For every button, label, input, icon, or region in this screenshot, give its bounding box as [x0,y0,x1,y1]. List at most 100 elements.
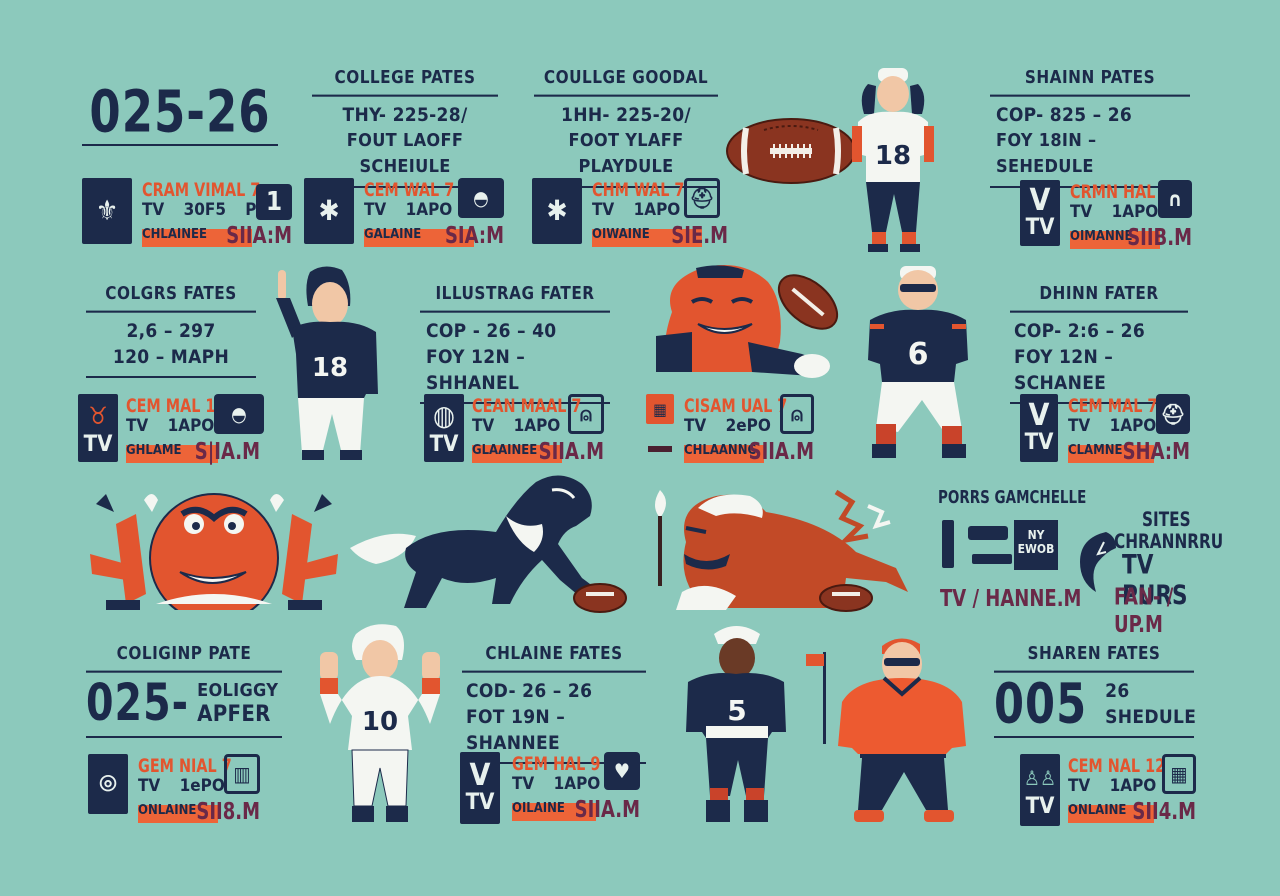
channel-label: ONLAINE [138,803,197,818]
helmet-icon: ⛑ [1156,394,1190,434]
tv-badge-icon: NY EWOB [1014,520,1058,570]
pennant-pole [648,446,672,452]
channel-card[interactable]: ♙♙ TV CEM NAL 12 TV 1APO ▦ ONLAINE SII4.M [1020,754,1196,830]
channel-card[interactable]: ◍ TV CEAN MAAL 7 TV 1APO ⍝ GLAAINEE SIIA.M [424,394,604,470]
channel-label: GALAINE [364,227,422,242]
game-time: SIIA.M [574,795,640,823]
helmet-icon: ◓ [214,394,264,434]
channel-tv: TV 2ePO [684,416,771,436]
channel-card[interactable]: V TV CEM MAL 7 TV 1APO ⛑ CLAMNE SHA:M [1020,394,1190,470]
horseshoe-icon: ∩ [1158,180,1192,218]
globe-tv-logo: ◍ TV [424,394,464,462]
schedule-heading-7: COLIGINP PATE 025- EOLIGGY APFER [86,643,282,738]
channel-card[interactable]: ✱ CHM WAL 7 TV 1APO ⛑ OIWAINE SIE.M [532,178,728,254]
channel-label: GHLAME [126,443,182,458]
game-time: SII8.M [196,797,260,825]
channel-name: CEM MAL 1 [126,394,216,417]
player-5-navy-figure: 5 [686,626,786,822]
season-year-heading: 025-26 [82,80,278,146]
game-time: SIE.M [671,221,728,249]
channel-name: CRAM VIMAL 7 [142,178,261,201]
channel-label: CHLAINEE [142,227,207,242]
player-18-navy-figure: 18 [276,266,378,460]
channel-card[interactable]: V TV CRMN HAL 9 TV 1APO ∩ OIMANNE SIIB.M [1020,180,1192,256]
channel-label: ONLAINE [1068,803,1127,818]
game-time: SII4.M [1132,797,1196,825]
grid-badge-icon: ▦ [1162,754,1196,794]
channel-label: GLAAINEE [472,443,538,458]
helmet-icon: ⛑ [684,178,720,218]
channel-tv: TV 1APO [472,416,561,436]
bull-horns-tv-logo: ♉ TV [78,394,118,462]
channels-footer-left: TV / HANNE.M [940,584,1082,612]
flame-logo-icon [1080,532,1116,592]
svg-text:5: 5 [727,694,746,727]
season-year: 025- [86,674,190,733]
game-time: SIIA.M [538,437,604,465]
channel-card[interactable]: ⚜ CRAM VIMAL 7 TV 30F5 PF 1 CHLAINEE SIIA… [82,178,292,254]
channel-tv: TV 30F5 PF [142,200,267,220]
number-one-badge: 1 [256,184,292,220]
orange-bull-mascot-figure [655,489,908,612]
schedule-heading-2: COULLGE GOODAL 1HH- 225-20/ FOOT YLAFF P… [534,67,718,188]
channel-tv: TV 1APO [592,200,681,220]
channel-tv: TV 1APO [126,416,215,436]
svg-text:18: 18 [312,353,348,383]
channel-card[interactable]: ♉ TV CEM MAL 1 TV 1APO ◓ GHLAME S|IA.M [78,394,264,470]
game-time: SHA:M [1122,437,1190,465]
channel-label: CLAMNE [1068,443,1123,458]
sites-line2: TV PURS [1122,549,1188,611]
grid-badge-icon: ▥ [224,754,260,794]
channel-name: CHM WAL 7 [592,178,685,201]
helmet-icon: ◓ [458,178,504,218]
svg-text:6: 6 [908,337,929,372]
channel-card[interactable]: ⌾ GEM NIAL 7 TV 1ePO ▥ ONLAINE SII8.M [88,754,260,830]
channel-name: CRMN HAL 9 [1070,180,1171,203]
game-time: SIIA.M [748,437,814,465]
channels-footer-right: FAN- / UP.M [1114,582,1174,638]
game-time: SIIB.M [1127,223,1192,251]
channel-label: OIWAINE [592,227,650,242]
schedule-heading-4: COLGRS FATES 2,6 – 297 120 – MAPH [86,283,256,378]
channels-block: PORRS GAMCHELLE NY EWOB TV / HANNE.M SIT… [936,486,1223,637]
schedule-heading-8: CHLAINE FATES COD- 26 – 26 FOT 19N – SHA… [462,643,646,764]
channel-card[interactable]: V TV GEM HAL 9 TV 1APO ♥ OILAINE SIIA.M [460,752,640,828]
sites-line1: CHRANNRRU [1114,530,1224,554]
season-year: 005 [994,671,1088,737]
palm-tree-icon: ✱ [304,178,354,244]
fleur-de-lis-icon: ⚜ [82,178,132,244]
flag-pole [823,652,826,744]
channel-tv: TV 1APO [1068,416,1157,436]
orange-mascot-with-ball-figure [656,265,839,378]
channel-label: CHLAANNC [684,443,757,458]
game-time: S|IA.M [194,437,260,465]
football-icon [726,118,856,184]
tv-logo: V TV [460,752,500,824]
channel-card[interactable]: ✱ CEM WAL 7 TV 1APO ◓ GALAINE SIA:M [304,178,504,254]
channel-name: GEM NIAL 7 [138,754,232,777]
channel-label: OILAINE [512,801,565,816]
schedule-heading-9: SHAREN FATES 005 26 SHEDULE [994,643,1197,738]
schedule-heading-1: COLLEGE PATES THY- 225-28/ FOUT LAOFF SC… [312,67,498,188]
player-10-white-figure: 10 [320,624,440,822]
orange-multi-arm-mascot-figure [90,493,338,610]
channel-name: CEM WAL 7 [364,178,455,201]
player-18-white-figure: 18 [852,68,934,252]
channel-card[interactable]: ▦ CISAM UAL 7 TV 2ePO ⍝ CHLAANNC SIIA.M [646,394,814,470]
schedule-heading-5: ILLUSTRAG FATER COP - 26 – 40 FOY 12N – … [420,283,610,404]
svg-text:18: 18 [875,141,911,171]
remote-control-icon [942,520,954,568]
channel-name: CEM MAL 7 [1068,394,1158,417]
shield-icon: ⍝ [780,394,814,434]
channel-tv: TV 1APO [364,200,453,220]
banner-sign-icon: ▦ [646,394,674,424]
channel-tv: TV 1APO [1068,776,1157,796]
navy-lion-mascot-figure [350,475,627,613]
player-6-navy-figure: 6 [868,266,968,458]
schedule-heading-3: SHAINN PATES COP- 825 – 26 FOY 18IN – SE… [990,67,1190,188]
schedule-heading-6: DHINN FATER COP- 2:6 – 26 FOY 12N – SCHA… [1010,283,1188,404]
heart-badge-icon: ♥ [604,752,640,790]
tv-logo: V TV [1020,180,1060,246]
helmet-side-icon: ⌾ [88,754,128,814]
channel-name: CISAM UAL 7 [684,394,788,417]
